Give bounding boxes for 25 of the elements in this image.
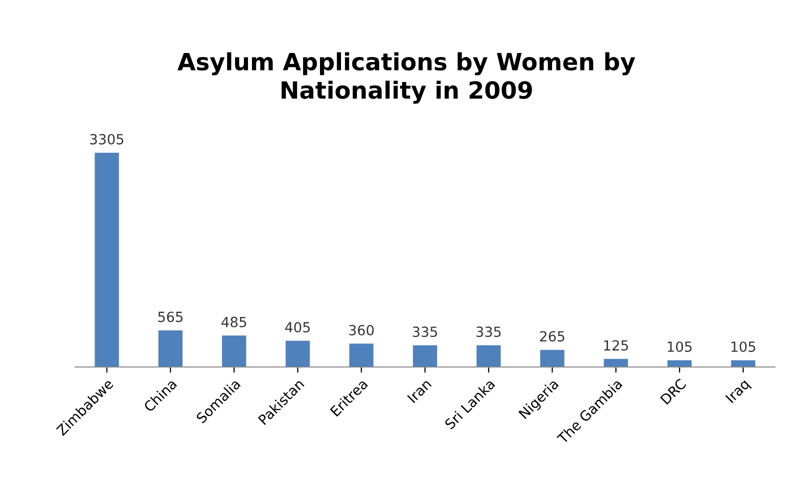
bar bbox=[158, 330, 183, 367]
data-label: 105 bbox=[668, 341, 692, 352]
chart-title: Asylum Applications by Women by Nationality in 2009 bbox=[178, 52, 636, 104]
bar bbox=[286, 340, 310, 367]
data-label: 405 bbox=[285, 322, 310, 332]
bar bbox=[540, 350, 564, 367]
bar bbox=[412, 345, 438, 367]
data-label: 565 bbox=[158, 312, 182, 322]
data-label: 3305 bbox=[90, 134, 124, 144]
bar bbox=[731, 360, 756, 367]
data-label: 105 bbox=[731, 341, 756, 352]
data-label: 335 bbox=[412, 326, 438, 338]
bar bbox=[476, 345, 501, 367]
data-label: 335 bbox=[476, 326, 501, 338]
data-label: 125 bbox=[604, 340, 628, 351]
x-tick-label: Iraq bbox=[725, 378, 752, 406]
bar bbox=[604, 358, 628, 367]
data-label: 265 bbox=[540, 331, 564, 342]
bar bbox=[667, 360, 692, 367]
bar bbox=[349, 344, 374, 367]
bar bbox=[222, 336, 246, 367]
x-tick-label: Iran bbox=[407, 378, 432, 404]
bar bbox=[94, 152, 119, 367]
data-label: 485 bbox=[222, 316, 246, 328]
data-label: 360 bbox=[349, 324, 374, 336]
